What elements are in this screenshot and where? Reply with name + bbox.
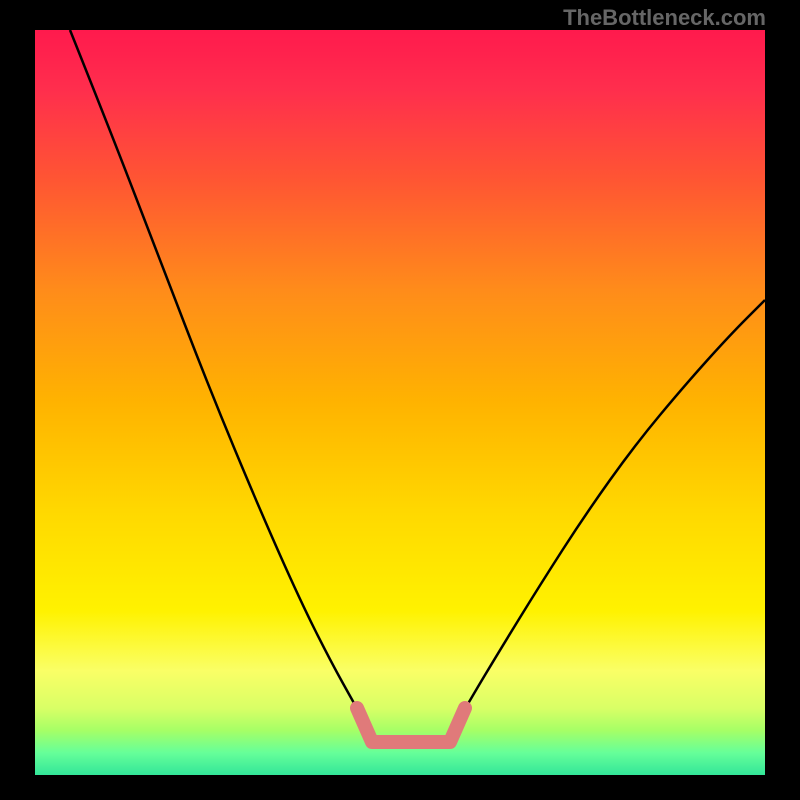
right-curve — [450, 300, 765, 735]
watermark-text: TheBottleneck.com — [563, 5, 766, 31]
plot-area — [35, 30, 765, 775]
left-curve — [70, 30, 372, 735]
curve-overlay — [35, 30, 765, 775]
bottom-u-highlight — [357, 708, 465, 742]
